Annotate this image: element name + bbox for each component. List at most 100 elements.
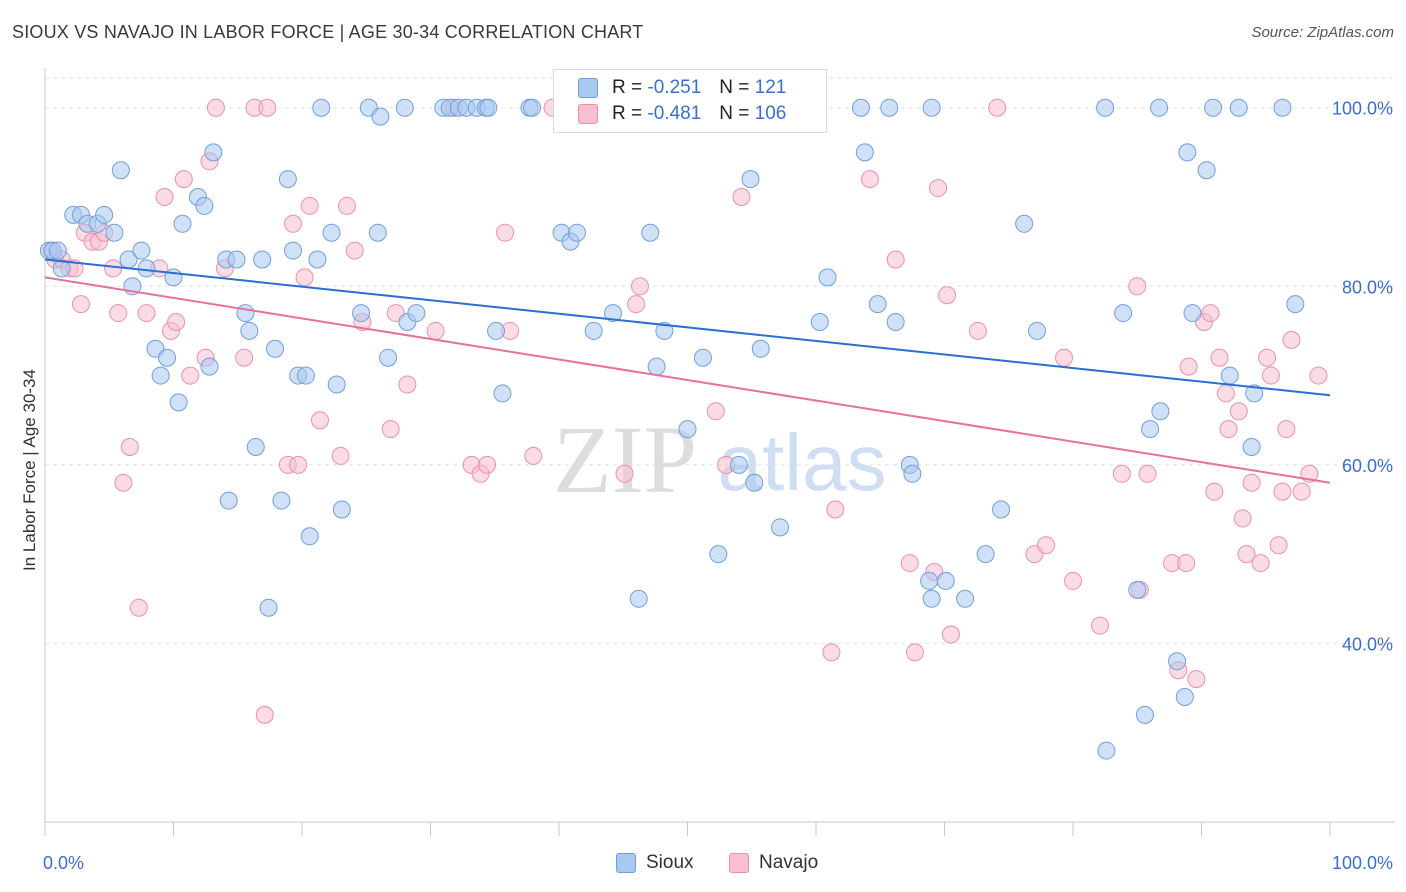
data-point <box>1177 554 1196 573</box>
data-point <box>381 420 400 439</box>
data-point <box>1229 98 1248 117</box>
data-point <box>900 554 919 573</box>
data-point <box>300 527 319 546</box>
data-point <box>810 313 829 331</box>
data-point <box>246 438 265 456</box>
data-point <box>272 491 291 510</box>
data-point <box>284 214 303 233</box>
data-point <box>584 321 603 340</box>
data-point <box>1141 420 1160 439</box>
data-point <box>114 473 133 492</box>
data-point <box>941 625 960 644</box>
sioux-swatch <box>578 78 598 98</box>
data-point <box>1216 384 1235 403</box>
data-point <box>258 98 277 117</box>
data-point <box>627 295 646 314</box>
data-point <box>851 98 870 117</box>
data-point <box>886 313 905 331</box>
data-point <box>1015 214 1034 233</box>
data-point <box>868 295 887 314</box>
data-point <box>1292 482 1311 501</box>
data-point <box>936 571 955 590</box>
data-point <box>655 321 674 340</box>
data-point <box>751 339 770 358</box>
data-point <box>523 98 542 117</box>
data-point <box>151 366 170 385</box>
data-point <box>988 98 1007 117</box>
data-point <box>745 473 764 492</box>
data-point <box>1178 143 1197 162</box>
data-point <box>331 446 350 465</box>
legend-item-sioux[interactable]: Sioux <box>616 852 694 874</box>
data-point <box>1175 688 1194 706</box>
data-point <box>111 161 130 180</box>
data-point <box>259 598 278 617</box>
data-point <box>322 223 341 242</box>
data-point <box>95 205 114 224</box>
data-point <box>235 348 254 367</box>
data-point <box>173 214 192 233</box>
data-point <box>929 179 948 198</box>
data-point <box>1114 304 1133 323</box>
data-point <box>371 107 390 126</box>
data-point <box>630 277 649 296</box>
data-point <box>129 598 148 617</box>
data-point <box>104 259 123 278</box>
data-point <box>615 464 634 483</box>
data-point <box>1261 366 1280 385</box>
data-point <box>1245 384 1264 403</box>
stats-legend: R = -0.251 N = 121 R = -0.481 N = 106 <box>553 69 827 133</box>
data-point <box>332 500 351 519</box>
data-point <box>1210 348 1229 367</box>
data-point <box>284 241 303 260</box>
data-point <box>479 98 498 117</box>
data-point <box>204 143 223 162</box>
data-point <box>312 98 331 117</box>
n-label: N = <box>719 103 750 124</box>
data-point <box>48 241 67 260</box>
legend-item-navajo[interactable]: Navajo <box>729 852 818 874</box>
navajo-trend-line <box>44 276 1331 484</box>
data-point <box>109 304 128 323</box>
data-point <box>164 268 183 287</box>
data-point <box>709 545 728 564</box>
data-point <box>181 366 200 385</box>
data-point <box>1197 161 1216 180</box>
data-point <box>826 500 845 519</box>
data-point <box>155 188 174 206</box>
data-point <box>860 170 879 189</box>
data-point <box>240 321 259 340</box>
series-legend: Sioux Navajo <box>0 852 1406 878</box>
data-point <box>886 250 905 269</box>
data-point <box>1028 321 1047 340</box>
r-label: R = <box>612 103 643 124</box>
data-point <box>603 304 622 323</box>
data-point <box>693 348 712 367</box>
r-value: -0.481 <box>647 103 702 124</box>
legend-row-navajo: R = -0.481 N = 106 <box>578 101 786 127</box>
y-tick-label: 40.0% <box>1342 634 1393 654</box>
data-point <box>1096 98 1115 117</box>
data-point <box>976 545 995 564</box>
data-point <box>1286 295 1305 314</box>
navajo-swatch <box>578 104 598 124</box>
data-point <box>487 321 506 340</box>
n-label: N = <box>719 77 750 98</box>
data-point <box>855 143 874 162</box>
data-point <box>1220 366 1239 385</box>
data-point <box>496 223 515 242</box>
data-point <box>1112 464 1131 483</box>
data-point <box>345 241 364 260</box>
data-point <box>296 366 315 385</box>
data-point <box>1168 652 1187 671</box>
legend-label-sioux: Sioux <box>646 852 694 873</box>
data-point <box>253 250 272 269</box>
data-point <box>1151 402 1170 421</box>
data-point <box>771 518 790 537</box>
data-point <box>1258 348 1277 367</box>
chart-title: SIOUX VS NAVAJO IN LABOR FORCE | AGE 30-… <box>12 22 644 42</box>
data-point <box>236 304 255 323</box>
r-label: R = <box>612 77 643 98</box>
n-value: 106 <box>754 103 787 124</box>
data-point <box>1064 571 1082 590</box>
